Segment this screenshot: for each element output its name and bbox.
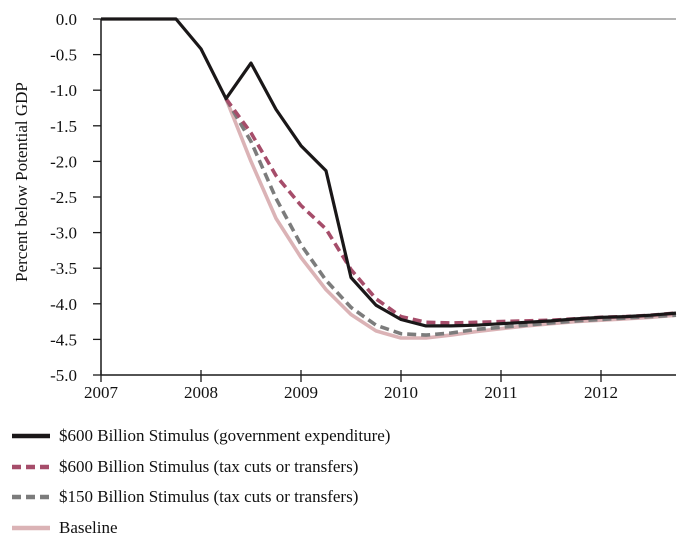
x-tick-label: 2011 bbox=[484, 383, 517, 402]
y-tick-label: 0.0 bbox=[56, 10, 77, 29]
legend-item-600b-government: $600 Billion Stimulus (government expend… bbox=[12, 421, 390, 452]
y-tick-label: -3.0 bbox=[50, 224, 77, 243]
legend-swatch-150b-tax bbox=[12, 492, 50, 502]
x-tick-label: 2012 bbox=[584, 383, 618, 402]
legend-swatch-600b-tax bbox=[12, 462, 50, 472]
y-tick-label: -4.5 bbox=[50, 330, 77, 349]
x-tick-label: 2009 bbox=[284, 383, 318, 402]
legend-label: Baseline bbox=[59, 518, 118, 538]
y-tick-label: -4.0 bbox=[50, 295, 77, 314]
legend-swatch-baseline bbox=[12, 523, 50, 533]
y-tick-label: -2.0 bbox=[50, 152, 77, 171]
y-tick-label: -2.5 bbox=[50, 188, 77, 207]
x-tick-label: 2007 bbox=[84, 383, 119, 402]
y-tick-label: -1.0 bbox=[50, 81, 77, 100]
x-tick-label: 2008 bbox=[184, 383, 218, 402]
legend-label: $600 Billion Stimulus (government expend… bbox=[59, 426, 390, 446]
y-axis: 0.0 -0.5 -1.0 -1.5 -2.0 -2.5 -3.0 -3.5 -4.0 -4.5 -… bbox=[50, 10, 101, 385]
series-line-600b-government bbox=[101, 19, 676, 326]
legend-label: $600 Billion Stimulus (tax cuts or trans… bbox=[59, 457, 358, 477]
series-layer bbox=[101, 19, 676, 338]
y-tick-label: -3.5 bbox=[50, 259, 77, 278]
legend-label: $150 Billion Stimulus (tax cuts or trans… bbox=[59, 487, 358, 507]
line-chart: 0.0 -0.5 -1.0 -1.5 -2.0 -2.5 -3.0 -3.5 -4.0 -4.5 -… bbox=[0, 0, 677, 420]
y-tick-label: -1.5 bbox=[50, 117, 77, 136]
legend-swatch-600b-government bbox=[12, 431, 50, 441]
y-tick-label: -0.5 bbox=[50, 46, 77, 65]
y-axis-label: Percent below Potential GDP bbox=[12, 82, 31, 282]
legend-item-600b-tax: $600 Billion Stimulus (tax cuts or trans… bbox=[12, 452, 390, 483]
x-tick-label: 2010 bbox=[384, 383, 418, 402]
y-tick-label: -5.0 bbox=[50, 366, 77, 385]
chart-legend: $600 Billion Stimulus (government expend… bbox=[12, 421, 390, 543]
legend-item-150b-tax: $150 Billion Stimulus (tax cuts or trans… bbox=[12, 482, 390, 513]
legend-item-baseline: Baseline bbox=[12, 513, 390, 543]
